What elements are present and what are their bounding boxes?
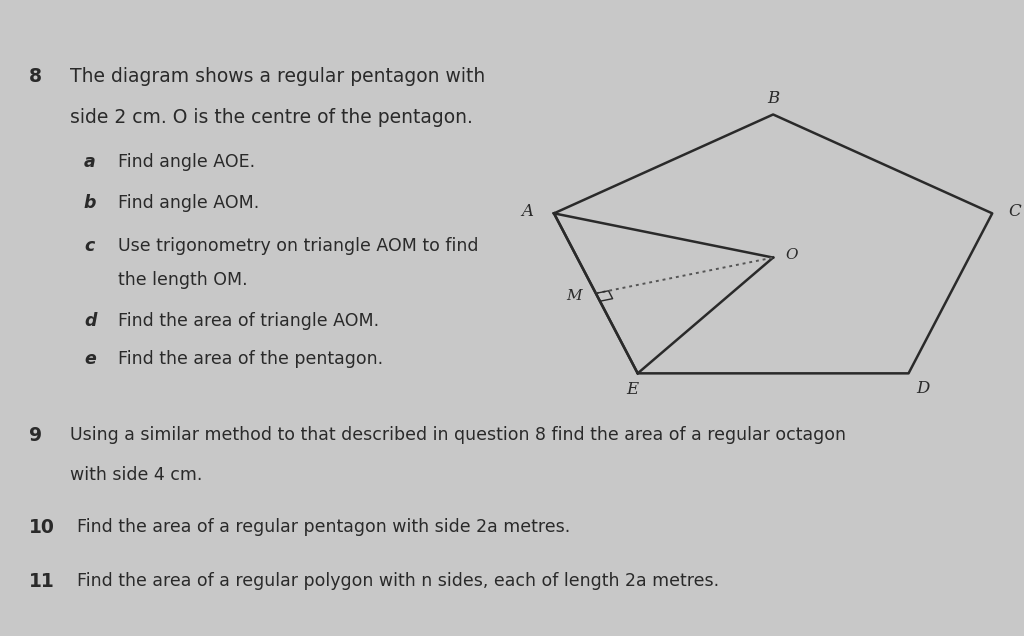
Text: Find angle AOM.: Find angle AOM. bbox=[118, 194, 259, 212]
Text: A: A bbox=[521, 203, 534, 220]
Text: with side 4 cm.: with side 4 cm. bbox=[70, 466, 202, 483]
Text: E: E bbox=[627, 382, 639, 398]
Text: side 2 cm. O is the centre of the pentagon.: side 2 cm. O is the centre of the pentag… bbox=[70, 108, 472, 127]
Text: d: d bbox=[84, 312, 96, 329]
Text: 11: 11 bbox=[29, 572, 54, 591]
Text: O: O bbox=[785, 248, 798, 262]
Text: D: D bbox=[916, 380, 930, 397]
Text: B: B bbox=[767, 90, 779, 107]
Text: 9: 9 bbox=[29, 426, 42, 445]
Text: the length OM.: the length OM. bbox=[118, 271, 248, 289]
Text: 8: 8 bbox=[29, 67, 42, 86]
Text: Using a similar method to that described in question 8 find the area of a regula: Using a similar method to that described… bbox=[70, 426, 846, 444]
Text: a: a bbox=[84, 153, 95, 170]
Text: 10: 10 bbox=[29, 518, 54, 537]
Text: Find the area of a regular pentagon with side 2a metres.: Find the area of a regular pentagon with… bbox=[77, 518, 570, 536]
Text: Find angle AOE.: Find angle AOE. bbox=[118, 153, 255, 170]
Text: The diagram shows a regular pentagon with: The diagram shows a regular pentagon wit… bbox=[70, 67, 485, 86]
Text: Find the area of a regular polygon with n sides, each of length 2a metres.: Find the area of a regular polygon with … bbox=[77, 572, 719, 590]
Text: C: C bbox=[1009, 203, 1021, 220]
Text: e: e bbox=[84, 350, 95, 368]
Text: b: b bbox=[84, 194, 96, 212]
Text: Find the area of triangle AOM.: Find the area of triangle AOM. bbox=[118, 312, 379, 329]
Text: c: c bbox=[84, 237, 94, 254]
Text: M: M bbox=[566, 289, 583, 303]
Text: Find the area of the pentagon.: Find the area of the pentagon. bbox=[118, 350, 383, 368]
Text: Use trigonometry on triangle AOM to find: Use trigonometry on triangle AOM to find bbox=[118, 237, 478, 254]
